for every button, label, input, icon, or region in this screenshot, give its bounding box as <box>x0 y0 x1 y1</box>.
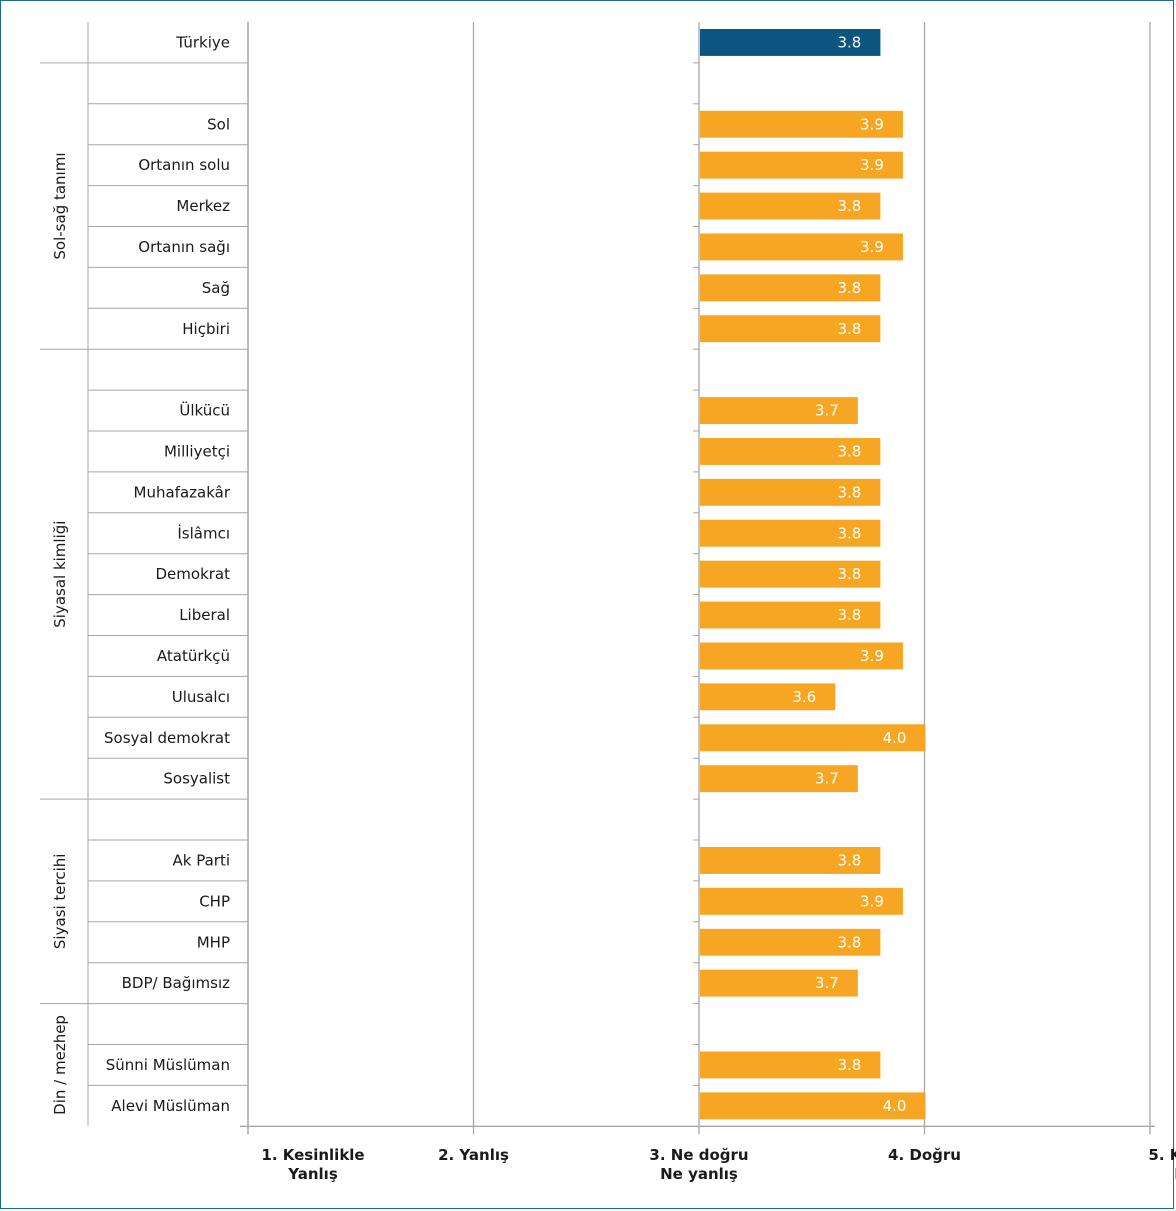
category-label: MHP <box>197 933 230 951</box>
bar <box>700 438 881 465</box>
bar <box>700 887 903 915</box>
category-label: Alevi Müslüman <box>111 1097 230 1115</box>
group-label: Siyasi tercihi <box>51 854 69 950</box>
bar <box>700 192 881 220</box>
data-label: 4.0 <box>883 1097 907 1115</box>
category-label: Ortanın solu <box>138 156 230 174</box>
bar <box>700 683 836 711</box>
group-label: Sol-sağ tanımı <box>51 152 69 259</box>
category-label: Sol <box>207 115 230 133</box>
x-tick-label: Doğru <box>1174 1165 1176 1183</box>
bar <box>700 928 881 956</box>
category-label: Ulusalcı <box>172 688 230 706</box>
category-label: Hiçbiri <box>182 320 230 338</box>
data-label: 3.9 <box>860 115 884 133</box>
category-label: Ülkücü <box>179 401 230 420</box>
category-label: Milliyetçi <box>164 442 230 460</box>
data-label: 3.9 <box>860 647 884 665</box>
category-label: CHP <box>199 892 230 910</box>
data-label: 3.8 <box>837 1056 861 1074</box>
category-label: Sosyalist <box>163 770 230 788</box>
category-label: Sünni Müslüman <box>106 1056 230 1074</box>
bar <box>700 315 881 343</box>
x-tick-label: 1. Kesinlikle <box>261 1146 364 1164</box>
category-label: Demokrat <box>156 565 231 583</box>
data-label: 3.8 <box>837 197 861 215</box>
bar <box>700 274 881 302</box>
bar <box>700 724 926 752</box>
category-label: Liberal <box>179 606 230 624</box>
data-label: 3.8 <box>837 524 861 542</box>
data-label: 3.7 <box>815 402 839 420</box>
category-label: Atatürkçü <box>157 647 230 665</box>
data-label: 3.6 <box>792 688 816 706</box>
category-label: Ortanın sağı <box>138 238 230 256</box>
x-tick-label: 3. Ne doğru <box>649 1146 748 1164</box>
x-tick-label: 4. Doğru <box>888 1146 961 1164</box>
x-tick-label: 5. Kesinlikle <box>1148 1146 1176 1164</box>
data-label: 3.8 <box>837 851 861 869</box>
bar <box>700 642 903 670</box>
data-label: 3.8 <box>837 565 861 583</box>
category-label: Merkez <box>176 197 230 215</box>
bar <box>700 478 881 506</box>
bar <box>700 110 903 138</box>
x-tick-label: 2. Yanlış <box>438 1146 509 1164</box>
x-tick-label: Yanlış <box>287 1165 338 1183</box>
group-label: Siyasal kimliği <box>51 521 69 628</box>
data-label: 3.8 <box>837 33 861 51</box>
bar <box>700 397 858 424</box>
bar <box>700 1092 926 1120</box>
bar <box>700 1051 881 1079</box>
bar <box>700 233 903 261</box>
data-label: 3.8 <box>837 933 861 951</box>
bar <box>700 969 858 997</box>
bar-highlight <box>700 29 881 56</box>
category-label: Türkiye <box>175 33 230 51</box>
category-label: BDP/ Bağımsız <box>122 974 230 992</box>
bar <box>700 519 881 547</box>
bar <box>700 601 881 629</box>
category-label: Sosyal demokrat <box>104 729 230 747</box>
data-label: 3.8 <box>837 320 861 338</box>
data-label: 3.8 <box>837 279 861 297</box>
data-label: 3.7 <box>815 770 839 788</box>
category-label: Ak Parti <box>173 851 231 869</box>
group-label: Din / mezhep <box>51 1015 69 1115</box>
data-label: 3.8 <box>837 483 861 501</box>
data-label: 3.7 <box>815 974 839 992</box>
x-tick-label: Ne yanlış <box>660 1165 738 1183</box>
category-label: Muhafazakâr <box>134 483 231 501</box>
data-label: 3.8 <box>837 606 861 624</box>
bar <box>700 560 881 588</box>
category-label: Sağ <box>202 279 230 297</box>
bar <box>700 765 858 793</box>
data-label: 4.0 <box>883 729 907 747</box>
data-label: 3.9 <box>860 892 884 910</box>
bar <box>700 151 903 179</box>
bar <box>700 847 881 874</box>
data-label: 3.9 <box>860 238 884 256</box>
data-label: 3.8 <box>837 442 861 460</box>
category-label: İslâmcı <box>177 523 230 542</box>
data-label: 3.9 <box>860 156 884 174</box>
